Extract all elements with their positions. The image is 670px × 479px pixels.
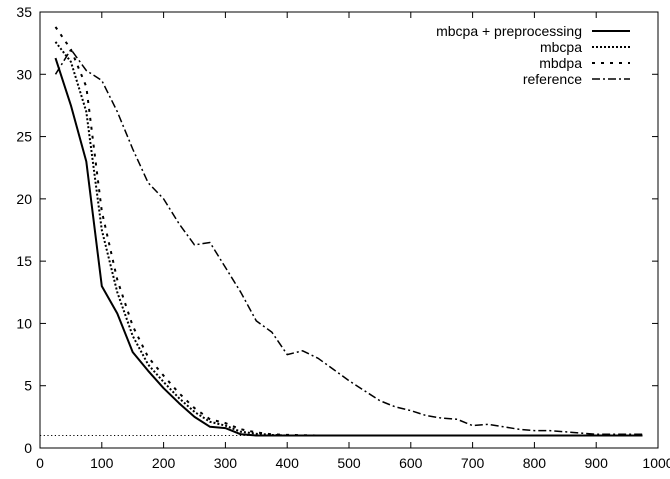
x-tick-label: 700 xyxy=(461,455,485,471)
x-tick-label: 300 xyxy=(214,455,238,471)
y-tick-label: 25 xyxy=(16,129,32,145)
tick-labels: 0 100 200 300 400 500 600 700 800 900 1000 0 5 10 15 20… xyxy=(16,4,670,471)
x-tick-label: 600 xyxy=(399,455,423,471)
y-tick-label: 5 xyxy=(24,378,32,394)
x-tick-label: 100 xyxy=(90,455,114,471)
series-line-mbcpa xyxy=(54,41,643,437)
y-tick-label: 15 xyxy=(16,253,32,269)
x-tick-label: 0 xyxy=(36,455,44,471)
x-tick-label: 1000 xyxy=(642,455,670,471)
series-line-reference xyxy=(54,48,643,436)
legend-label: reference xyxy=(523,71,582,87)
axis-ticks xyxy=(39,11,659,449)
x-tick-label: 500 xyxy=(337,455,361,471)
legend-label: mbdpa xyxy=(539,55,582,71)
x-tick-label: 800 xyxy=(523,455,547,471)
y-tick-label: 0 xyxy=(24,440,32,456)
x-tick-label: 400 xyxy=(276,455,300,471)
series-group xyxy=(54,26,643,437)
legend-label: mbcpa xyxy=(540,39,582,55)
x-tick-label: 900 xyxy=(585,455,609,471)
y-tick-label: 35 xyxy=(16,4,32,20)
x-tick-label: 200 xyxy=(152,455,176,471)
series-line-mbdpa xyxy=(54,26,643,437)
legend-label: mbcpa + preprocessing xyxy=(436,23,582,39)
y-tick-label: 10 xyxy=(16,315,32,331)
series-line-mbcpa-preprocessing xyxy=(54,57,643,437)
y-tick-label: 20 xyxy=(16,191,32,207)
y-tick-label: 30 xyxy=(16,66,32,82)
